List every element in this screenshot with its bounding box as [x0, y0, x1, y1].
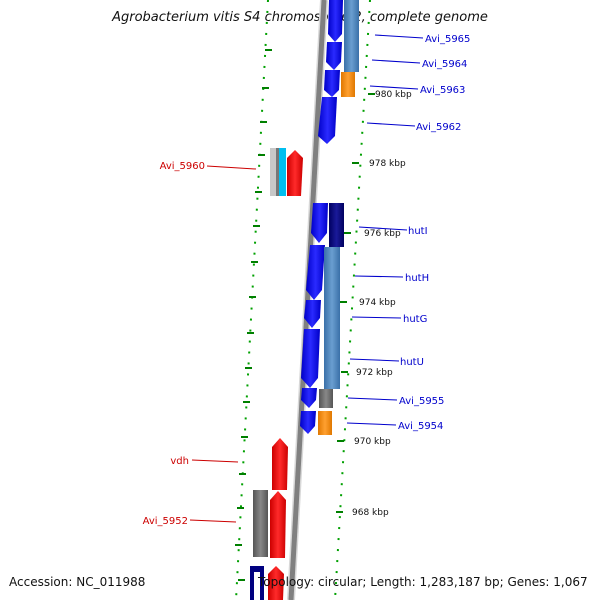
gene-avi5952-arrow[interactable]: [270, 491, 286, 558]
label-avi5965[interactable]: Avi_5965: [425, 34, 470, 45]
label-hutg[interactable]: hutG: [403, 314, 427, 325]
forward-strand-ring: [235, 0, 269, 600]
gene-avi5960-cyan[interactable]: [279, 148, 286, 196]
scale-label-972: 972 kbp: [356, 368, 393, 378]
label-avi5964[interactable]: Avi_5964: [422, 59, 467, 70]
scale-labels: 980 kbp 978 kbp 976 kbp 974 kbp 972 kbp …: [352, 90, 412, 518]
scale-label-980: 980 kbp: [375, 90, 412, 100]
scale-label-976: 976 kbp: [364, 229, 401, 239]
gene-avi5960-gray[interactable]: [276, 148, 279, 196]
gene-huti-arrow[interactable]: [311, 203, 328, 243]
label-avi5962[interactable]: Avi_5962: [416, 122, 461, 133]
cds-blocks: [318, 0, 359, 435]
label-leader-lines: [189, 34, 424, 523]
reverse-strand-genes[interactable]: [300, 0, 343, 434]
cds-avi5965: [344, 0, 359, 72]
label-avi5954[interactable]: Avi_5954: [398, 421, 443, 432]
forward-gene-labels: Avi_5960 vdh Avi_5952: [143, 161, 205, 527]
reverse-strand-ring: [334, 0, 371, 600]
label-huth[interactable]: hutH: [405, 273, 429, 284]
cds-huth-hutu: [324, 247, 340, 389]
scale-label-968: 968 kbp: [352, 508, 389, 518]
map-title: Agrobacterium vitis S4 chromosome 2, com…: [112, 10, 488, 25]
cds-avi5963: [341, 72, 355, 97]
scale-label-978: 978 kbp: [369, 159, 406, 169]
reverse-gene-labels: Avi_5965 Avi_5964 Avi_5963 Avi_5962 hutI…: [398, 34, 470, 432]
gene-avi5960-arrow[interactable]: [287, 150, 303, 196]
cds-avi5955: [319, 389, 333, 408]
accession-text: Accession: NC_011988: [9, 575, 146, 589]
label-avi5960[interactable]: Avi_5960: [160, 161, 205, 172]
gene-avi5965-arrow[interactable]: [328, 0, 343, 42]
gene-hutu-arrow[interactable]: [301, 329, 320, 388]
gene-avi5964-arrow[interactable]: [326, 42, 342, 70]
gene-avi5962-arrow[interactable]: [318, 97, 337, 144]
gene-avi5963-arrow[interactable]: [324, 70, 340, 97]
gene-avi5960-lightgray[interactable]: [270, 148, 277, 196]
right-tick-marks: [336, 93, 375, 513]
cds-avi5954: [318, 411, 332, 435]
label-hutu[interactable]: hutU: [400, 357, 424, 368]
scale-label-970: 970 kbp: [354, 437, 391, 447]
forward-strand-genes[interactable]: [250, 148, 303, 600]
topology-text: Topology: circular; Length: 1,283,187 bp…: [258, 575, 588, 589]
cds-huti: [329, 203, 344, 247]
label-vdh[interactable]: vdh: [170, 456, 189, 467]
label-huti[interactable]: hutI: [408, 226, 428, 237]
label-avi5963[interactable]: Avi_5963: [420, 85, 465, 96]
label-avi5955[interactable]: Avi_5955: [399, 396, 444, 407]
gene-bottom-red-arrow[interactable]: [268, 566, 284, 600]
label-avi5952[interactable]: Avi_5952: [143, 516, 188, 527]
gene-avi5955-arrow[interactable]: [301, 388, 317, 408]
gene-avi5954-arrow[interactable]: [300, 411, 316, 434]
gene-vdh-arrow[interactable]: [272, 438, 288, 490]
gene-avi5952-gray[interactable]: [253, 490, 268, 557]
scale-label-974: 974 kbp: [359, 298, 396, 308]
gene-huth-arrow[interactable]: [306, 245, 325, 300]
gene-hutg-arrow[interactable]: [304, 300, 321, 328]
left-tick-marks: [235, 49, 272, 581]
